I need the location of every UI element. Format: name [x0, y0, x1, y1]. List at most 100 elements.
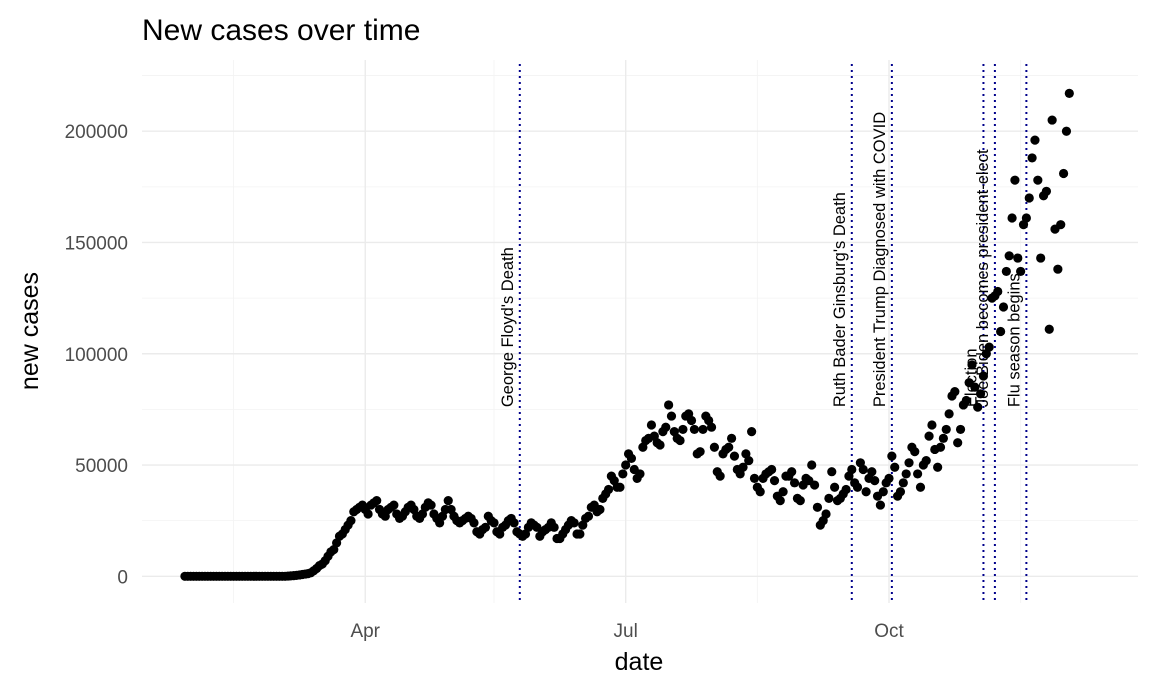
event-labels: George Floyd's Death Ruth Bader Ginsburg'…	[499, 112, 1024, 407]
data-point	[913, 469, 923, 479]
data-point	[1013, 253, 1023, 263]
data-point	[984, 342, 994, 352]
data-point	[870, 476, 880, 486]
data-point	[769, 476, 780, 486]
data-point	[767, 464, 777, 475]
data-point	[678, 424, 688, 435]
data-point	[887, 451, 897, 461]
y-tick-label: 200000	[65, 122, 128, 143]
data-point	[744, 455, 754, 466]
data-points	[180, 88, 1074, 581]
data-point	[878, 487, 888, 497]
data-point	[938, 433, 948, 443]
data-point	[1021, 213, 1031, 223]
data-point	[858, 464, 868, 475]
data-point	[944, 409, 954, 419]
data-point	[549, 522, 559, 532]
data-point	[827, 467, 837, 477]
data-point	[795, 496, 805, 506]
data-point	[996, 326, 1006, 337]
y-axis-tick-labels: 0 50000 100000 150000 200000	[65, 122, 128, 588]
major-gridlines	[142, 60, 1138, 603]
data-point	[1041, 186, 1052, 196]
x-axis-tick-labels: Apr Jul Oct	[350, 621, 904, 642]
data-point	[724, 442, 734, 452]
data-point	[1064, 88, 1074, 98]
data-point	[970, 382, 980, 392]
data-point	[646, 420, 657, 430]
data-point	[830, 482, 840, 492]
data-point	[861, 487, 871, 497]
y-axis-title: new cases	[16, 272, 44, 390]
data-point	[1053, 264, 1063, 274]
data-point	[789, 478, 800, 488]
data-point	[812, 502, 823, 512]
data-point	[635, 469, 645, 479]
data-point	[595, 504, 605, 515]
data-point	[895, 487, 906, 497]
data-point	[695, 447, 705, 457]
data-point	[443, 496, 453, 506]
data-point	[993, 286, 1003, 297]
data-point	[867, 467, 877, 477]
data-point	[621, 460, 631, 470]
data-point	[852, 482, 863, 492]
data-point	[729, 451, 740, 461]
data-point	[1036, 253, 1046, 263]
event-label: Flu season begins	[1005, 273, 1023, 407]
event-lines	[518, 64, 1028, 603]
data-point	[809, 480, 820, 490]
data-point	[389, 500, 399, 510]
data-point	[715, 471, 725, 481]
data-point	[686, 415, 697, 426]
event-label: Ruth Bader Ginsburg's Death	[831, 192, 849, 407]
data-point	[738, 462, 748, 472]
event-label: Joe Biden becomes president-elect	[974, 149, 992, 407]
data-point	[935, 442, 946, 452]
data-point	[426, 500, 436, 510]
data-point	[841, 484, 851, 495]
data-point	[1024, 193, 1034, 203]
data-point	[787, 467, 797, 477]
data-point	[626, 453, 637, 463]
data-point	[1007, 213, 1017, 223]
data-point	[655, 440, 665, 450]
data-point	[1033, 175, 1043, 185]
y-tick-label: 50000	[75, 456, 128, 477]
data-point	[941, 424, 951, 435]
data-point	[509, 518, 519, 528]
data-point	[346, 516, 356, 526]
data-point	[821, 509, 831, 519]
data-point	[910, 447, 920, 457]
data-point	[807, 460, 817, 470]
data-point	[1030, 135, 1040, 145]
data-point	[1016, 266, 1026, 277]
minor-gridlines	[142, 60, 1138, 603]
data-point	[675, 435, 685, 446]
data-point	[961, 395, 971, 406]
data-point	[1010, 175, 1020, 185]
data-point	[689, 424, 699, 435]
data-point	[927, 420, 937, 430]
data-point	[875, 500, 886, 510]
x-tick-label: Apr	[350, 621, 380, 642]
data-point	[709, 442, 720, 452]
data-point	[884, 473, 894, 483]
data-point	[955, 424, 966, 435]
data-point	[973, 402, 983, 412]
data-point	[749, 473, 760, 483]
data-point	[603, 484, 614, 495]
data-point	[363, 509, 373, 519]
data-point	[747, 427, 757, 437]
data-point	[1001, 266, 1011, 277]
data-point	[1061, 126, 1072, 136]
data-point	[661, 422, 671, 432]
data-point	[921, 455, 931, 466]
data-point	[998, 302, 1009, 312]
data-point	[618, 469, 628, 479]
data-point	[924, 431, 934, 441]
data-point	[967, 360, 977, 370]
event-label: Election	[962, 348, 980, 407]
data-point	[583, 511, 594, 521]
data-point	[775, 496, 785, 506]
